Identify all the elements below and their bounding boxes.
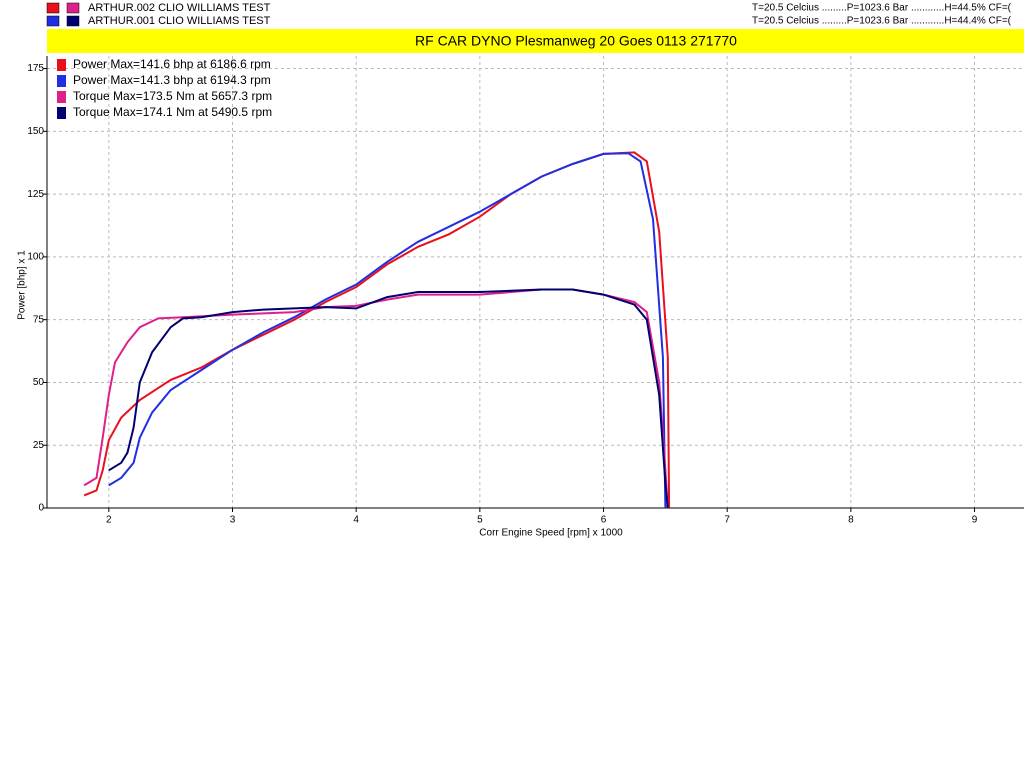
run-label: ARTHUR.001 CLIO WILLIAMS TEST [88, 15, 271, 27]
series-line [108, 288, 669, 509]
conditions: T=20.5 Celcius .........P=1023.6 Bar ...… [752, 16, 1012, 27]
legend-swatch [57, 107, 66, 119]
x-tick-label: 4 [353, 515, 359, 526]
legend-swatch [57, 59, 66, 71]
x-tick-label: 7 [724, 515, 730, 526]
y-axis-label: Power [bhp] x 1 [17, 250, 28, 320]
title-bar [47, 29, 1024, 53]
series-line [83, 288, 669, 509]
legend-label: Torque Max=174.1 Nm at 5490.5 rpm [73, 105, 272, 119]
legend-swatch [57, 75, 66, 87]
y-tick-label: 100 [27, 252, 44, 263]
y-tick-label: 25 [33, 440, 45, 451]
legend-label: Power Max=141.6 bhp at 6186.6 rpm [73, 57, 271, 71]
x-tick-label: 3 [230, 515, 236, 526]
x-tick-label: 2 [106, 515, 112, 526]
run-swatch [66, 2, 80, 14]
run-swatch [46, 2, 60, 14]
legend-label: Torque Max=173.5 Nm at 5657.3 rpm [73, 89, 272, 103]
run-label: ARTHUR.002 CLIO WILLIAMS TEST [88, 2, 271, 14]
run-swatch [46, 15, 60, 27]
y-tick-label: 150 [27, 126, 44, 137]
y-tick-label: 175 [27, 63, 44, 74]
legend-label: Power Max=141.3 bhp at 6194.3 rpm [73, 73, 271, 87]
conditions: T=20.5 Celcius .........P=1023.6 Bar ...… [752, 3, 1012, 14]
series-line [83, 151, 671, 509]
chart-title: RF CAR DYNO Plesmanweg 20 Goes 0113 2717… [415, 33, 737, 49]
run-swatch [66, 15, 80, 27]
y-tick-label: 0 [38, 503, 44, 514]
y-tick-label: 75 [33, 314, 45, 325]
x-tick-label: 8 [848, 515, 854, 526]
x-axis-label: Corr Engine Speed [rpm] x 1000 [479, 528, 623, 539]
y-tick-label: 50 [33, 377, 45, 388]
x-tick-label: 5 [477, 515, 483, 526]
series-line [108, 152, 667, 509]
legend-swatch [57, 91, 66, 103]
x-tick-label: 6 [601, 515, 607, 526]
x-tick-label: 9 [972, 515, 978, 526]
y-tick-label: 125 [27, 189, 44, 200]
